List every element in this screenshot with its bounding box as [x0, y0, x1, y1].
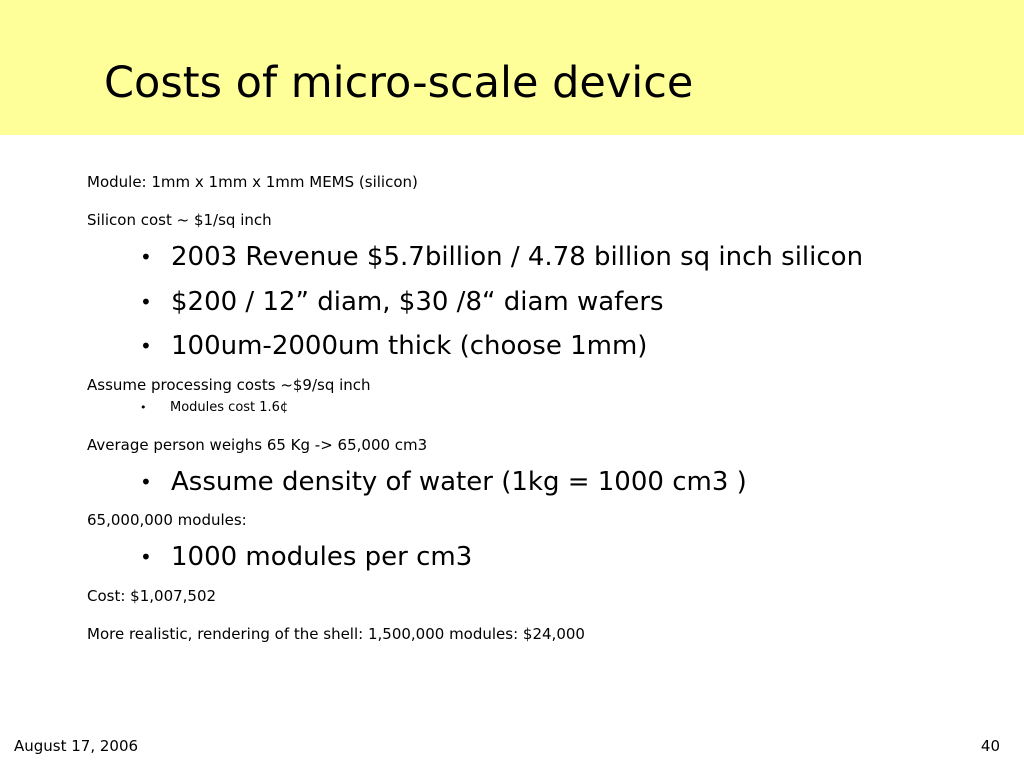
- bullet-text: $200 / 12” diam, $30 /8“ diam wafers: [171, 286, 664, 317]
- slide-body: Module: 1mm x 1mm x 1mm MEMS (silicon) S…: [87, 173, 987, 643]
- modules-line: 65,000,000 modules:: [87, 511, 247, 529]
- bullet-dot-icon: •: [140, 469, 152, 494]
- list-item: • $200 / 12” diam, $30 /8“ diam wafers: [87, 287, 987, 317]
- footer-date: August 17, 2006: [14, 737, 139, 755]
- list-item: • 1000 modules per cm3: [87, 542, 987, 572]
- list-item: • Assume density of water (1kg = 1000 cm…: [87, 467, 987, 497]
- bullet-text: 100um-2000um thick (choose 1mm): [171, 331, 648, 361]
- silicon-bullet-list: • 2003 Revenue $5.7billion / 4.78 billio…: [87, 242, 987, 361]
- bullet-dot-icon: •: [140, 245, 152, 269]
- cost-line: Cost: $1,007,502: [87, 586, 217, 605]
- bullet-dot-icon: •: [140, 289, 152, 314]
- list-item: • 2003 Revenue $5.7billion / 4.78 billio…: [87, 242, 987, 272]
- bullet-text: Assume density of water (1kg = 1000 cm3 …: [171, 466, 747, 497]
- list-item: • 100um-2000um thick (choose 1mm): [87, 331, 987, 361]
- processing-line: Assume processing costs ~$9/sq inch: [87, 375, 371, 394]
- person-bullet-list: • Assume density of water (1kg = 1000 cm…: [87, 467, 987, 497]
- module-line: Module: 1mm x 1mm x 1mm MEMS (silicon): [87, 173, 418, 191]
- list-item: • Modules cost 1.6¢: [87, 400, 987, 416]
- realistic-line: More realistic, rendering of the shell: …: [87, 624, 585, 643]
- bullet-dot-icon: •: [140, 334, 152, 358]
- page-number: 40: [980, 737, 1000, 755]
- silicon-cost-line: Silicon cost ~ $1/sq inch: [87, 211, 272, 229]
- title-band: [0, 0, 1024, 135]
- bullet-text: 2003 Revenue $5.7billion / 4.78 billion …: [171, 242, 864, 272]
- modules-bullet-list: • 1000 modules per cm3: [87, 542, 987, 572]
- bullet-dot-icon: •: [140, 545, 152, 569]
- bullet-text: Modules cost 1.6¢: [170, 399, 289, 415]
- slide-title: Costs of micro-scale device: [104, 58, 694, 108]
- processing-bullet-list: • Modules cost 1.6¢: [87, 400, 987, 416]
- bullet-text: 1000 modules per cm3: [171, 542, 473, 572]
- person-line: Average person weighs 65 Kg -> 65,000 cm…: [87, 435, 428, 454]
- bullet-dot-icon: •: [140, 400, 147, 414]
